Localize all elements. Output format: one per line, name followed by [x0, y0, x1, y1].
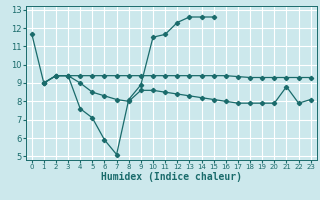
X-axis label: Humidex (Indice chaleur): Humidex (Indice chaleur) — [101, 172, 242, 182]
